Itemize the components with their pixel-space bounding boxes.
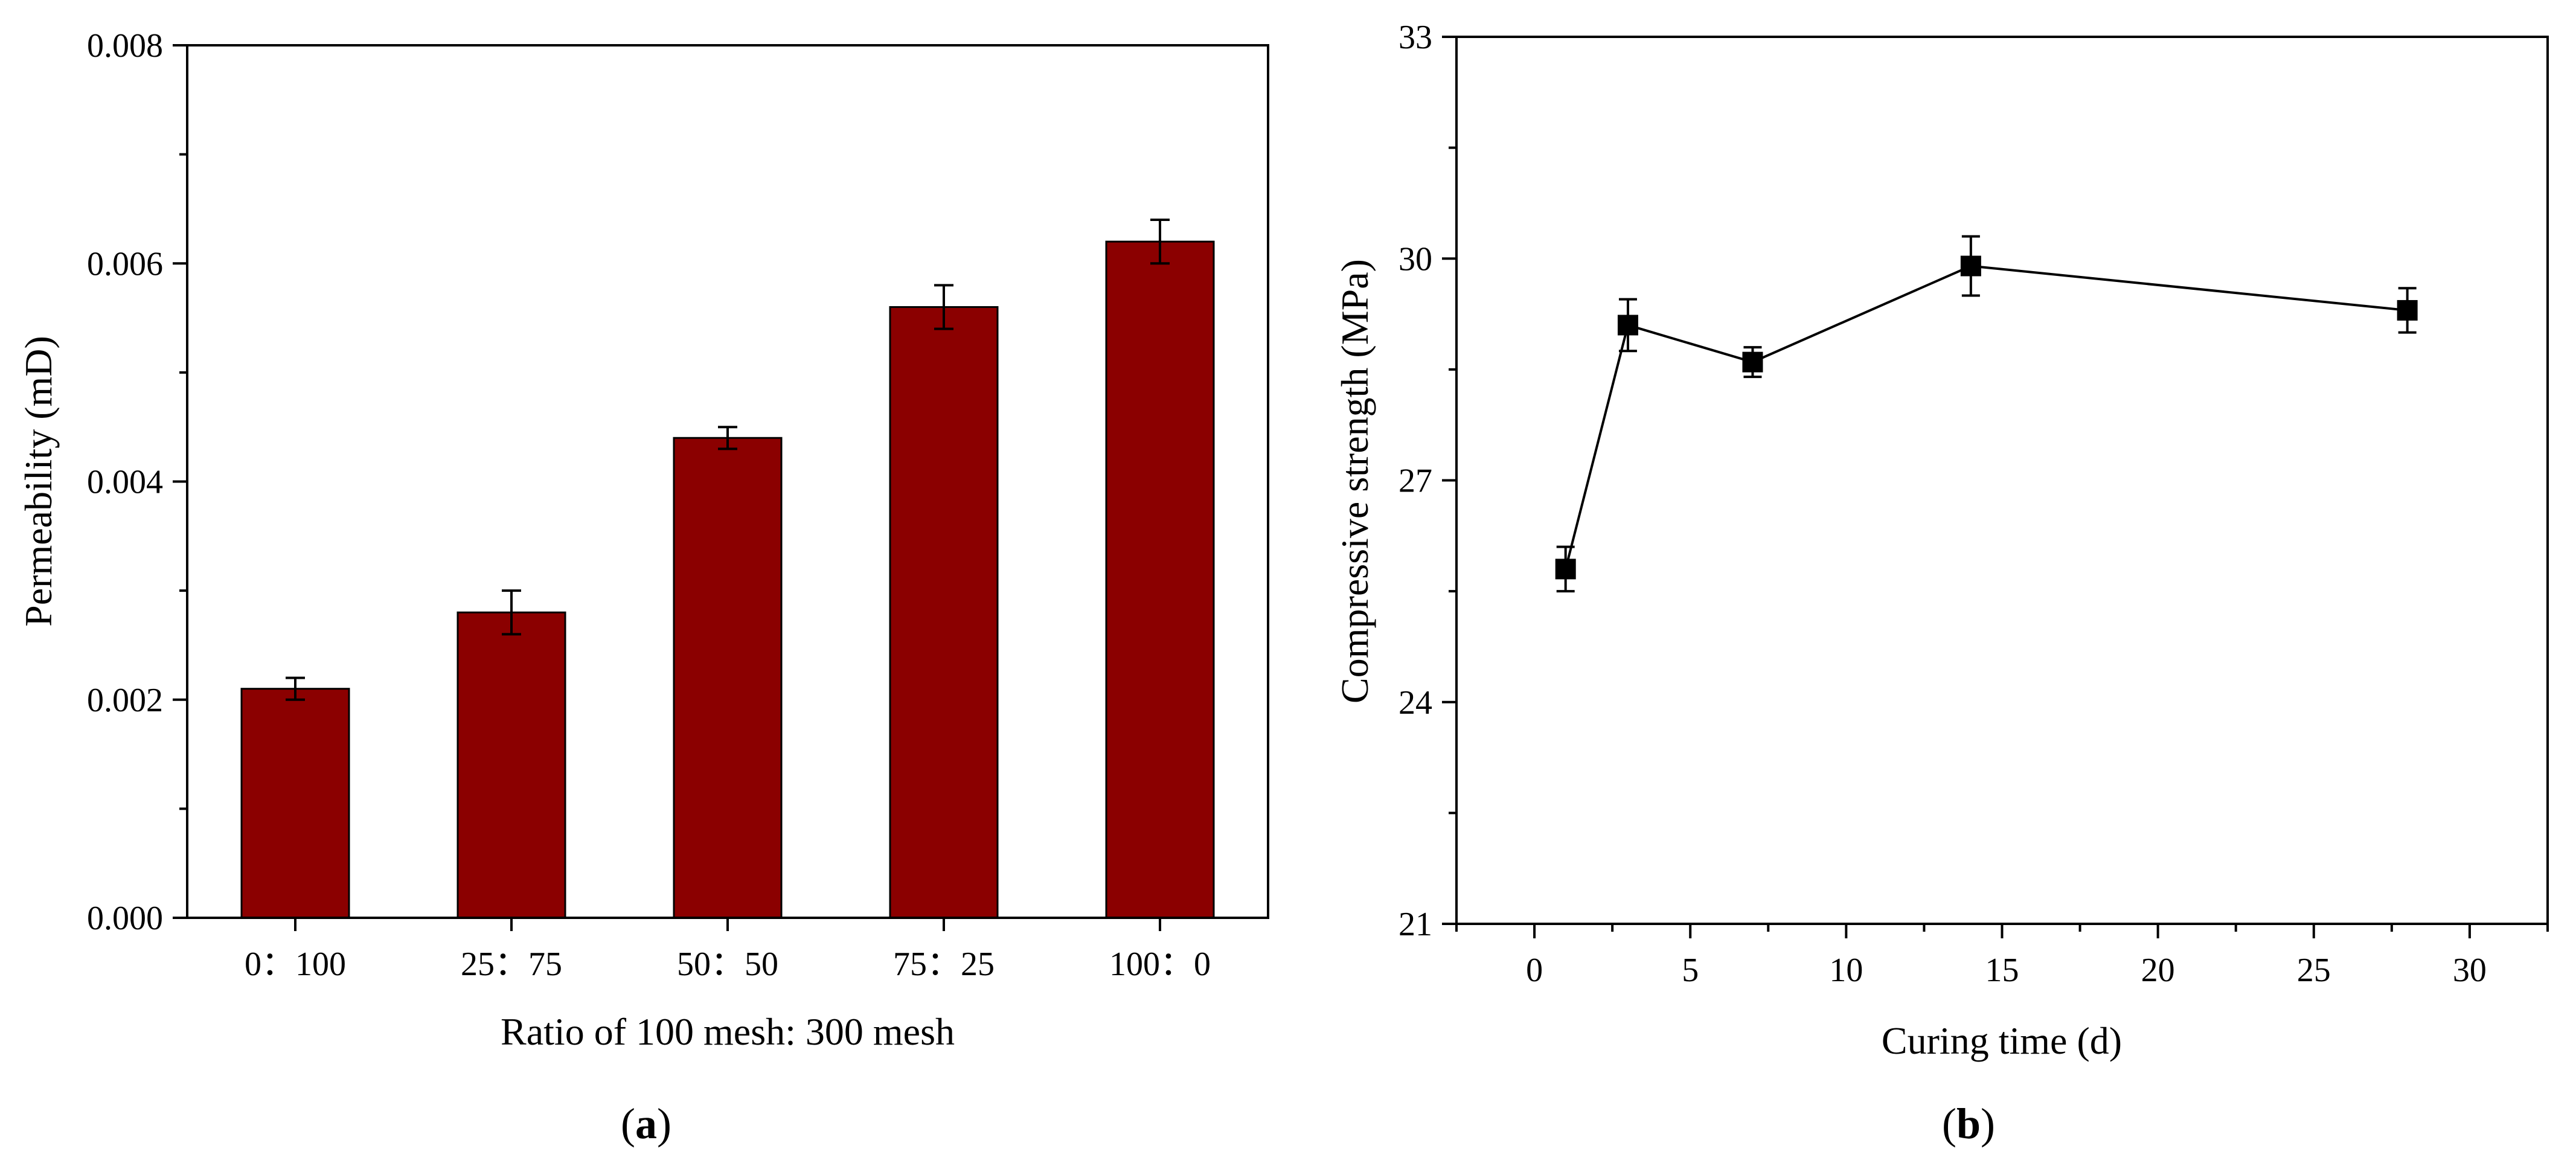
markers-group [1555, 255, 2418, 580]
x-axis-ticks: 0 5 10 15 20 25 30 [1455, 924, 2549, 989]
y-axis-ticks: 0.000 0.002 0.004 0.006 0.008 [87, 27, 187, 937]
x-axis-ticks: 0：100 25：75 50：50 75：25 100：0 [245, 918, 1211, 983]
panel-label: (a) [621, 1100, 671, 1148]
error-bars-group [1556, 235, 2417, 593]
x-axis-label: Ratio of 100 mesh: 300 mesh [501, 1010, 955, 1053]
bar [889, 306, 999, 919]
y-tick-label: 0.000 [87, 900, 163, 937]
y-tick-label: 0.002 [87, 682, 163, 719]
y-tick-label: 27 [1399, 463, 1432, 500]
y-tick-label: 33 [1399, 19, 1432, 56]
panel-letter: a [635, 1100, 657, 1148]
x-tick-label: 5 [1682, 952, 1699, 989]
data-point-marker [1742, 351, 1763, 373]
x-tick-label: 15 [1985, 952, 2019, 989]
x-tick-label: 20 [2141, 952, 2175, 989]
error-bars-group [286, 219, 1170, 701]
y-tick-label: 24 [1399, 684, 1432, 722]
bar [673, 437, 783, 919]
data-point-marker [1555, 559, 1576, 580]
series-line [1564, 264, 2408, 569]
panel-a-permeability-chart: 0.000 0.002 0.004 0.006 0.008 0：100 25：75 50：5… [17, 27, 1269, 1148]
x-tick-label: 0：100 [245, 946, 346, 983]
x-tick-label: 75：25 [893, 946, 995, 983]
data-point-marker [1960, 255, 1981, 277]
y-axis-ticks: 21 24 27 30 33 [1399, 19, 1456, 943]
y-axis-label: Compressive strength (MPa) [1333, 259, 1376, 703]
x-tick-label: 25：75 [461, 946, 562, 983]
x-tick-label: 0 [1526, 952, 1543, 989]
y-tick-label: 0.004 [87, 464, 163, 501]
y-tick-label: 0.006 [87, 245, 163, 283]
bar [240, 688, 350, 919]
x-tick-label: 30 [2453, 952, 2487, 989]
x-tick-label: 100：0 [1109, 946, 1211, 983]
y-axis-label: Permeability (mD) [17, 336, 60, 627]
data-point-marker [1617, 315, 1638, 336]
x-axis-label: Curing time (d) [1882, 1019, 2122, 1062]
y-tick-label: 0.008 [87, 27, 163, 65]
x-tick-label: 10 [1829, 952, 1863, 989]
panel-letter: b [1956, 1100, 1981, 1148]
y-tick-label: 21 [1399, 906, 1432, 943]
bar [1105, 240, 1215, 919]
bar [457, 611, 566, 919]
x-tick-label: 25 [2297, 952, 2331, 989]
plot-frame [1455, 36, 2549, 925]
bars-group [240, 240, 1215, 919]
data-point-marker [2397, 299, 2418, 321]
panel-label: (b) [1942, 1100, 1995, 1148]
panel-b-compressive-strength-chart: 21 24 27 30 33 0 5 10 15 20 25 30 Compressive stre… [1333, 19, 2549, 1148]
x-tick-label: 50：50 [677, 946, 778, 983]
y-tick-label: 30 [1399, 240, 1432, 278]
